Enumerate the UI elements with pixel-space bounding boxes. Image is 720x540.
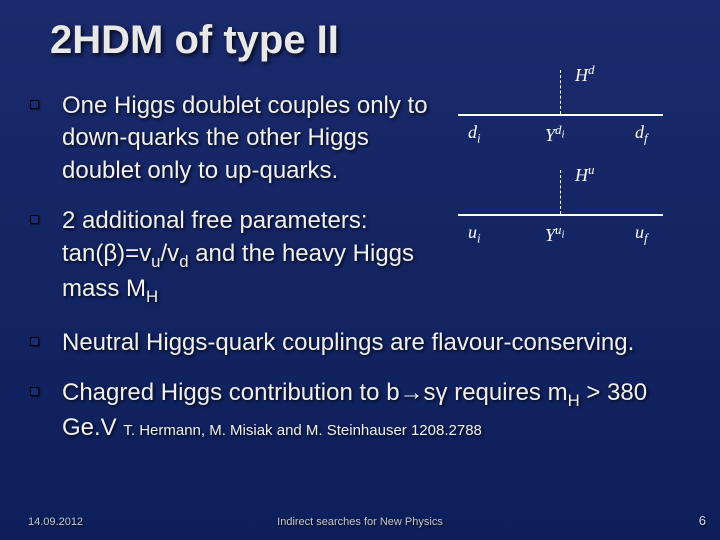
bullet-marker-icon xyxy=(30,100,48,109)
bullet-marker-icon xyxy=(30,337,48,346)
bullet-item: Chagred Higgs contribution to b→sγ requi… xyxy=(30,377,690,445)
propagator-line xyxy=(560,70,561,114)
slide: 2HDM of type II One Higgs doublet couple… xyxy=(0,0,720,540)
feynman-diagram: Hd di Ydi df Hu ui Yui uf xyxy=(440,70,690,270)
vertex-label: Ydi xyxy=(545,122,565,146)
propagator-line xyxy=(560,170,561,214)
fermion-line xyxy=(458,214,663,216)
slide-title: 2HDM of type II xyxy=(50,18,690,63)
fermion-label: ui xyxy=(468,222,481,247)
bullet-marker-icon xyxy=(30,215,48,224)
bullet-text: Neutral Higgs-quark couplings are flavou… xyxy=(62,327,634,359)
fermion-label: di xyxy=(468,122,481,147)
bullet-text: Chagred Higgs contribution to b→sγ requi… xyxy=(62,377,690,445)
page-number: 6 xyxy=(699,513,706,528)
fermion-label: df xyxy=(635,122,648,147)
bullet-text: One Higgs doublet couples only to down-q… xyxy=(62,90,432,187)
fermion-line xyxy=(458,114,663,116)
footer-title: Indirect searches for New Physics xyxy=(0,516,720,528)
vertex-label: Yui xyxy=(545,222,565,246)
bullet-marker-icon xyxy=(30,387,48,396)
bullet-item: Neutral Higgs-quark couplings are flavou… xyxy=(30,327,690,359)
fermion-label: uf xyxy=(635,222,648,247)
boson-label: Hd xyxy=(575,62,594,86)
bullet-text: 2 additional free parameters: tan(β)=vu/… xyxy=(62,205,432,308)
boson-label: Hu xyxy=(575,162,594,186)
